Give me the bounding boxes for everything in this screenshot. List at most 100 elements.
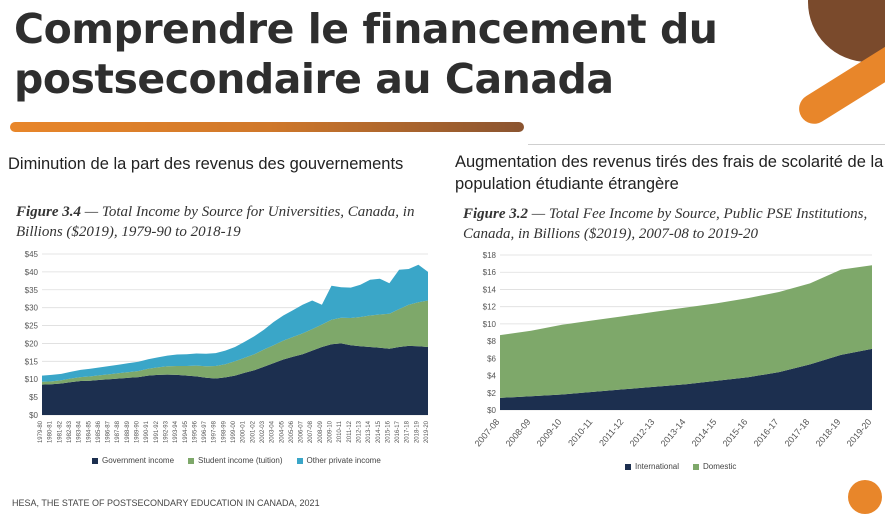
y-tick-label: $18 [483,251,497,260]
x-tick-label: 1985-86 [96,420,102,443]
y-tick-label: $20 [25,339,39,348]
y-tick-label: $10 [25,375,39,384]
left-figure-title-line1: — Total Income by Source for Universitie… [81,204,415,220]
right-panel-heading: Augmentation des revenus tirés des frais… [455,151,883,195]
y-tick-label: $0 [29,411,38,420]
x-tick-label: 2007-08 [308,420,314,443]
x-tick-label: 1986-87 [106,420,112,443]
left-panel-heading: Diminution de la part des revenus des go… [8,155,404,173]
x-tick-label: 2010-11 [566,417,594,448]
x-tick-label: 2018-19 [414,420,420,443]
legend-label-government: Government income [102,456,175,465]
x-tick-label: 1989-90 [135,420,141,443]
divider-line [528,144,885,145]
title-underline-bar [10,122,524,132]
x-tick-label: 1991-92 [154,420,160,443]
x-tick-label: 2012-13 [356,420,362,443]
slide-title-line2: postsecondaire au Canada [14,55,614,103]
x-tick-label: 2016-17 [395,420,401,443]
area-series-other-private-income [42,264,428,382]
x-tick-label: 1997-98 [212,420,218,443]
x-tick-label: 2013-14 [366,420,372,443]
y-tick-label: $15 [25,357,39,366]
x-tick-label: 1995-96 [192,420,198,443]
x-tick-label: 2015-16 [721,417,750,449]
x-tick-label: 2017-18 [405,420,411,443]
x-tick-label: 2017-18 [783,417,812,449]
right-figure-title-line1: — Total Fee Income by Source, Public PSE… [528,206,868,222]
y-tick-label: $40 [25,268,39,277]
legend-label-other-private: Other private income [306,456,381,465]
x-tick-label: 1988-89 [125,420,131,443]
x-tick-label: 2006-07 [299,420,305,443]
legend-label-student: Student income (tuition) [198,456,283,465]
right-figure-caption: Figure 3.2 — Total Fee Income by Source,… [463,204,883,244]
x-tick-label: 2001-02 [250,420,256,443]
right-panel-heading-line2: population étudiante étrangère [455,175,679,193]
right-chart-legend: International Domestic [625,462,736,471]
y-tick-label: $12 [483,303,497,312]
x-tick-label: 1992-93 [163,420,169,443]
x-tick-label: 1982-83 [67,420,73,443]
legend-label-international: International [635,462,680,471]
y-tick-label: $16 [483,268,497,277]
x-tick-label: 2008-09 [318,420,324,443]
y-tick-label: $45 [25,250,39,259]
x-tick-label: 2014-15 [376,420,382,443]
x-tick-label: 1994-95 [183,420,189,443]
left-chart-legend: Government income Student income (tuitio… [92,456,381,465]
x-tick-label: 2019-20 [845,417,874,449]
x-tick-label: 2012-13 [628,417,657,449]
y-tick-label: $14 [483,285,497,294]
x-tick-label: 2009-10 [535,417,564,449]
legend-item-government: Government income [92,456,174,465]
left-figure-caption: Figure 3.4 — Total Income by Source for … [16,202,436,242]
legend-swatch-international [625,463,631,470]
x-tick-label: 1981-82 [57,420,63,443]
area-series-government-income [42,343,428,415]
right-figure-label: Figure 3.2 [463,206,529,222]
x-tick-label: 1990-91 [144,420,150,443]
x-tick-label: 2009-10 [328,420,334,443]
x-tick-label: 2002-03 [260,420,266,443]
legend-swatch-other-private [296,457,303,464]
x-tick-label: 1983-84 [77,420,83,443]
x-tick-label: 2005-06 [289,420,295,443]
legend-label-domestic: Domestic [703,462,737,471]
x-tick-label: 2016-17 [752,417,781,449]
legend-item-international: International [625,462,679,471]
y-tick-label: $4 [487,372,496,381]
legend-item-student: Student income (tuition) [188,456,283,465]
x-tick-label: 2015-16 [385,420,391,443]
area-series-domestic [500,265,872,398]
legend-item-other-private: Other private income [296,456,381,465]
x-tick-label: 2007-08 [473,417,502,449]
y-tick-label: $2 [487,389,496,398]
y-tick-label: $25 [25,322,39,331]
x-tick-label: 2010-11 [337,420,343,442]
legend-swatch-government [92,457,98,464]
legend-swatch-student [188,457,195,464]
x-tick-label: 2018-19 [814,417,843,449]
y-tick-label: $35 [25,286,39,295]
left-chart: $0 $5 $10 $15 $20 $25 $30 $35 $40 $45 1979-80 1980-… [25,250,430,443]
y-tick-label: $6 [487,354,496,363]
area-series-student-income-tuition [42,300,428,385]
x-tick-label: 2004-05 [279,420,285,443]
left-figure-label: Figure 3.4 [16,204,82,220]
legend-swatch-domestic [693,463,700,470]
right-panel-heading-line1: Augmentation des revenus tirés des frais… [455,153,884,171]
x-tick-label: 2011-12 [597,417,625,448]
x-tick-label: 1993-94 [173,420,179,443]
decorative-orange-dot [848,480,882,514]
x-tick-label: 2011-12 [347,420,353,442]
x-tick-label: 1980-81 [48,420,54,443]
y-tick-label: $10 [483,320,497,329]
area-series-international [500,348,872,410]
source-note: HESA, THE STATE OF POSTSECONDARY EDUCATI… [12,498,320,508]
right-figure-title-line2: Canada, in Billions ($2019), 2007-08 to … [463,226,758,242]
x-tick-label: 2008-09 [504,417,533,449]
x-tick-label: 1996-97 [202,420,208,443]
x-tick-label: 1998-99 [221,420,227,443]
